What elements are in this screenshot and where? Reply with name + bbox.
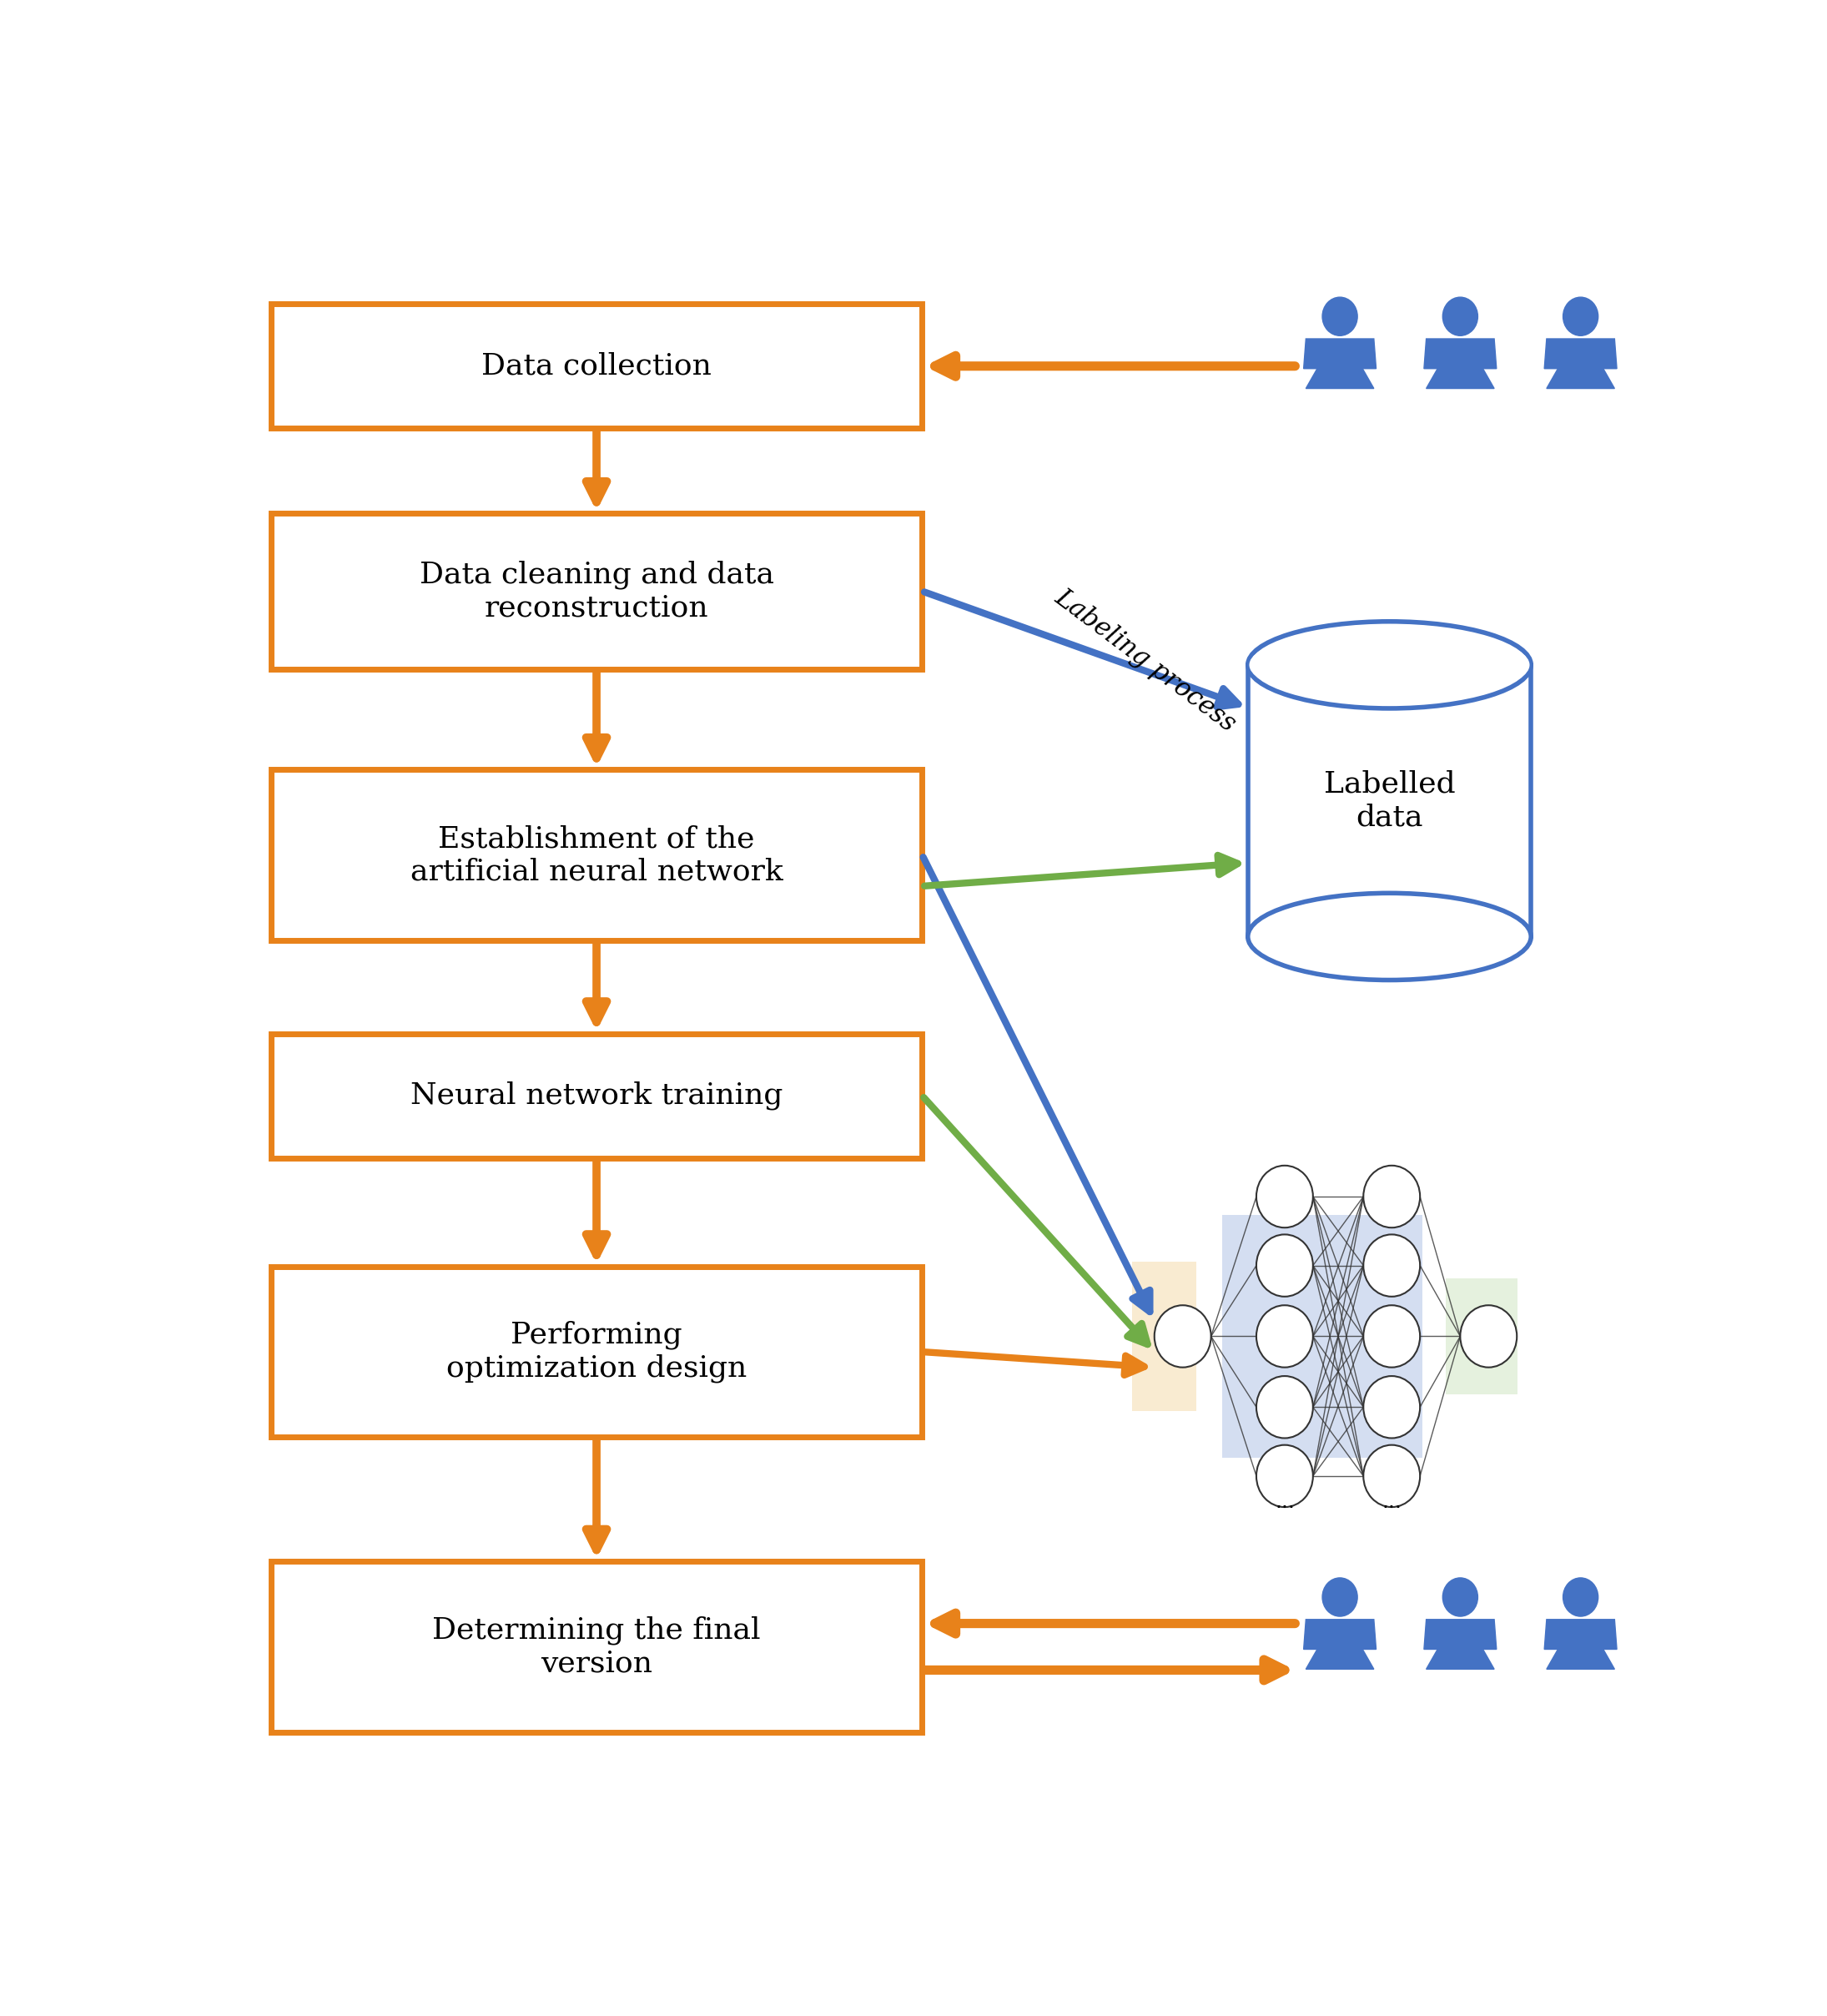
Polygon shape (1547, 369, 1615, 389)
Polygon shape (1304, 1619, 1376, 1649)
Circle shape (1363, 1165, 1420, 1228)
Circle shape (1443, 296, 1478, 337)
Circle shape (1363, 1234, 1420, 1296)
Text: Labeling process: Labeling process (1049, 585, 1241, 738)
Polygon shape (1427, 1649, 1494, 1669)
Text: Performing
optimization design: Performing optimization design (446, 1320, 747, 1383)
Circle shape (1363, 1445, 1420, 1508)
Text: ···: ··· (1381, 1498, 1401, 1518)
FancyBboxPatch shape (270, 1034, 923, 1157)
Polygon shape (1544, 339, 1617, 369)
FancyBboxPatch shape (270, 1560, 923, 1732)
Text: ···: ··· (1275, 1498, 1295, 1518)
Polygon shape (1547, 1649, 1615, 1669)
FancyBboxPatch shape (270, 770, 923, 941)
Circle shape (1460, 1304, 1516, 1367)
Circle shape (1443, 1579, 1478, 1617)
Circle shape (1257, 1377, 1314, 1437)
Circle shape (1257, 1445, 1314, 1508)
Circle shape (1257, 1234, 1314, 1296)
Polygon shape (1423, 1619, 1496, 1649)
Circle shape (1323, 296, 1357, 337)
Text: Data collection: Data collection (482, 353, 711, 381)
Bar (1248, 665, 1531, 937)
Polygon shape (1306, 369, 1374, 389)
Circle shape (1257, 1304, 1314, 1367)
Polygon shape (1423, 339, 1496, 369)
Ellipse shape (1248, 893, 1531, 980)
Ellipse shape (1248, 621, 1531, 708)
Bar (1447, 1278, 1518, 1393)
Text: Establishment of the
artificial neural network: Establishment of the artificial neural n… (411, 825, 782, 885)
Text: Determining the final
version: Determining the final version (433, 1617, 760, 1677)
Bar (1222, 1216, 1421, 1458)
FancyBboxPatch shape (270, 304, 923, 427)
Polygon shape (1427, 369, 1494, 389)
Text: Neural network training: Neural network training (411, 1081, 782, 1111)
Polygon shape (1304, 339, 1376, 369)
Polygon shape (1544, 1619, 1617, 1649)
Ellipse shape (1250, 627, 1529, 702)
Text: Labelled
data: Labelled data (1325, 770, 1454, 831)
Circle shape (1564, 296, 1599, 337)
Circle shape (1363, 1304, 1420, 1367)
Circle shape (1564, 1579, 1599, 1617)
Polygon shape (1306, 1649, 1374, 1669)
Bar (1131, 1262, 1197, 1411)
FancyBboxPatch shape (270, 1266, 923, 1437)
Circle shape (1257, 1165, 1314, 1228)
Circle shape (1363, 1377, 1420, 1437)
FancyBboxPatch shape (270, 514, 923, 669)
Text: Data cleaning and data
reconstruction: Data cleaning and data reconstruction (418, 560, 775, 623)
Circle shape (1323, 1579, 1357, 1617)
Circle shape (1155, 1304, 1211, 1367)
